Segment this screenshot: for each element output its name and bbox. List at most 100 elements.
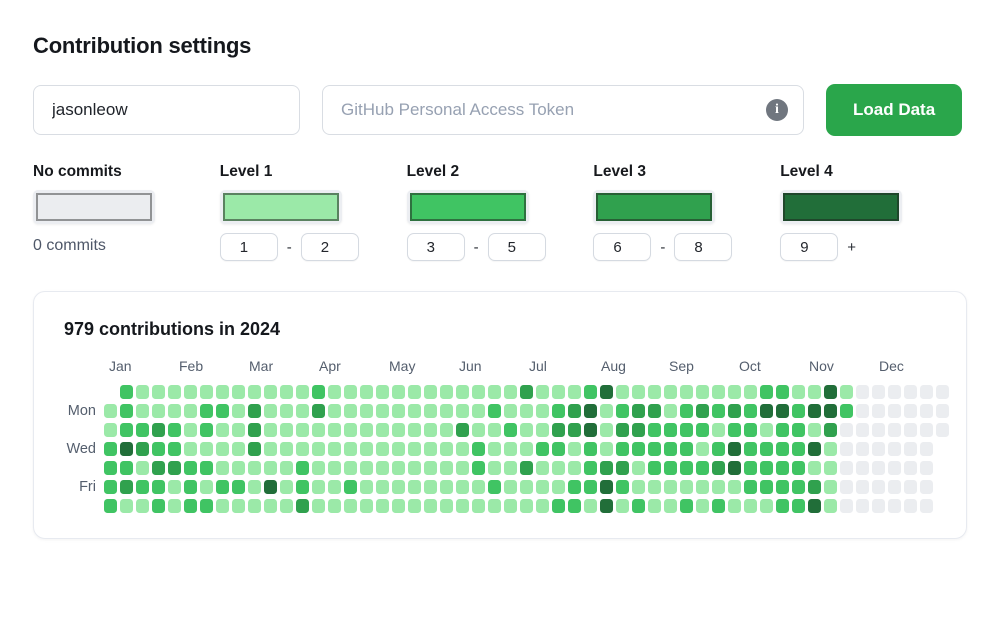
contribution-cell[interactable] [856, 480, 869, 494]
contribution-cell[interactable] [920, 461, 933, 475]
contribution-cell[interactable] [440, 499, 453, 513]
contribution-cell[interactable] [408, 480, 421, 494]
contribution-cell[interactable] [168, 423, 181, 437]
contribution-cell[interactable] [200, 499, 213, 513]
contribution-cell[interactable] [920, 480, 933, 494]
contribution-cell[interactable] [600, 404, 613, 418]
contribution-cell[interactable] [744, 499, 757, 513]
contribution-cell[interactable] [888, 385, 901, 399]
contribution-cell[interactable] [184, 423, 197, 437]
contribution-cell[interactable] [440, 442, 453, 456]
contribution-cell[interactable] [232, 385, 245, 399]
contribution-cell[interactable] [168, 442, 181, 456]
contribution-cell[interactable] [760, 404, 773, 418]
level-1-swatch[interactable] [219, 190, 342, 224]
contribution-cell[interactable] [920, 442, 933, 456]
contribution-cell[interactable] [648, 480, 661, 494]
contribution-cell[interactable] [248, 404, 261, 418]
contribution-cell[interactable] [552, 442, 565, 456]
contribution-cell[interactable] [808, 499, 821, 513]
contribution-cell[interactable] [408, 499, 421, 513]
contribution-cell[interactable] [664, 442, 677, 456]
contribution-cell[interactable] [600, 442, 613, 456]
contribution-cell[interactable] [872, 499, 885, 513]
contribution-cell[interactable] [824, 461, 837, 475]
contribution-cell[interactable] [456, 480, 469, 494]
contribution-cell[interactable] [728, 461, 741, 475]
contribution-cell[interactable] [136, 404, 149, 418]
contribution-cell[interactable] [264, 461, 277, 475]
contribution-cell[interactable] [264, 423, 277, 437]
contribution-cell[interactable] [296, 404, 309, 418]
contribution-cell[interactable] [680, 480, 693, 494]
contribution-cell[interactable] [280, 423, 293, 437]
contribution-cell[interactable] [440, 480, 453, 494]
contribution-cell[interactable] [280, 499, 293, 513]
contribution-cell[interactable] [536, 499, 549, 513]
contribution-cell[interactable] [312, 480, 325, 494]
load-data-button[interactable]: Load Data [826, 84, 963, 136]
contribution-cell[interactable] [488, 385, 501, 399]
contribution-cell[interactable] [104, 404, 117, 418]
contribution-cell[interactable] [840, 442, 853, 456]
contribution-cell[interactable] [376, 423, 389, 437]
contribution-cell[interactable] [376, 404, 389, 418]
contribution-cell[interactable] [392, 423, 405, 437]
contribution-cell[interactable] [216, 423, 229, 437]
contribution-cell[interactable] [136, 499, 149, 513]
contribution-cell[interactable] [152, 442, 165, 456]
contribution-cell[interactable] [712, 461, 725, 475]
contribution-cell[interactable] [536, 404, 549, 418]
contribution-cell[interactable] [120, 499, 133, 513]
contribution-cell[interactable] [232, 499, 245, 513]
contribution-cell[interactable] [904, 499, 917, 513]
contribution-cell[interactable] [504, 461, 517, 475]
contribution-cell[interactable] [648, 442, 661, 456]
contribution-cell[interactable] [824, 404, 837, 418]
contribution-cell[interactable] [120, 461, 133, 475]
contribution-cell[interactable] [760, 442, 773, 456]
contribution-cell[interactable] [360, 480, 373, 494]
contribution-cell[interactable] [504, 385, 517, 399]
contribution-cell[interactable] [248, 461, 261, 475]
contribution-cell[interactable] [568, 442, 581, 456]
info-icon[interactable]: i [766, 99, 788, 121]
contribution-cell[interactable] [664, 461, 677, 475]
contribution-cell[interactable] [392, 442, 405, 456]
contribution-cell[interactable] [920, 423, 933, 437]
username-input[interactable] [33, 85, 300, 135]
contribution-cell[interactable] [568, 461, 581, 475]
contribution-cell[interactable] [552, 499, 565, 513]
contribution-cell[interactable] [136, 461, 149, 475]
contribution-cell[interactable] [216, 404, 229, 418]
contribution-cell[interactable] [712, 404, 725, 418]
contribution-cell[interactable] [360, 423, 373, 437]
contribution-cell[interactable] [792, 461, 805, 475]
contribution-cell[interactable] [792, 423, 805, 437]
contribution-cell[interactable] [584, 385, 597, 399]
contribution-cell[interactable] [920, 385, 933, 399]
contribution-cell[interactable] [200, 442, 213, 456]
contribution-cell[interactable] [216, 499, 229, 513]
contribution-cell[interactable] [808, 385, 821, 399]
contribution-cell[interactable] [360, 499, 373, 513]
level-4-swatch[interactable] [780, 190, 903, 224]
contribution-cell[interactable] [744, 385, 757, 399]
contribution-cell[interactable] [504, 404, 517, 418]
contribution-cell[interactable] [792, 385, 805, 399]
contribution-cell[interactable] [360, 404, 373, 418]
level-none-swatch[interactable] [33, 190, 155, 224]
contribution-cell[interactable] [312, 461, 325, 475]
contribution-cell[interactable] [472, 461, 485, 475]
contribution-cell[interactable] [168, 385, 181, 399]
contribution-cell[interactable] [328, 442, 341, 456]
contribution-cell[interactable] [312, 404, 325, 418]
contribution-cell[interactable] [184, 461, 197, 475]
contribution-cell[interactable] [424, 385, 437, 399]
contribution-cell[interactable] [712, 442, 725, 456]
contribution-cell[interactable] [456, 423, 469, 437]
contribution-cell[interactable] [280, 385, 293, 399]
contribution-cell[interactable] [120, 442, 133, 456]
contribution-cell[interactable] [376, 461, 389, 475]
contribution-cell[interactable] [904, 461, 917, 475]
